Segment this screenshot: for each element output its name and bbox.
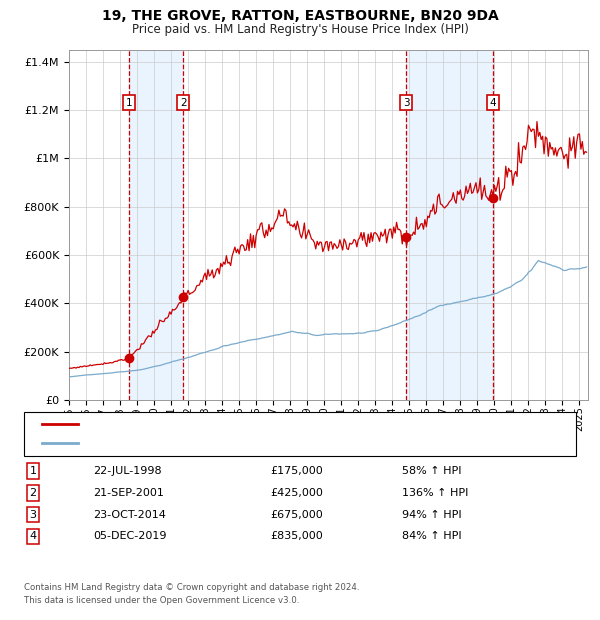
Text: Price paid vs. HM Land Registry's House Price Index (HPI): Price paid vs. HM Land Registry's House … [131,23,469,36]
Text: Contains HM Land Registry data © Crown copyright and database right 2024.: Contains HM Land Registry data © Crown c… [24,583,359,592]
Text: HPI: Average price, detached house, Eastbourne: HPI: Average price, detached house, East… [84,438,336,448]
Text: 3: 3 [29,510,37,520]
Text: 22-JUL-1998: 22-JUL-1998 [93,466,161,476]
Text: £175,000: £175,000 [270,466,323,476]
Text: 4: 4 [490,98,496,108]
Text: 23-OCT-2014: 23-OCT-2014 [93,510,166,520]
Text: 19, THE GROVE, RATTON, EASTBOURNE, BN20 9DA (detached house): 19, THE GROVE, RATTON, EASTBOURNE, BN20 … [84,419,445,429]
Bar [130,50,184,400]
Text: This data is licensed under the Open Government Licence v3.0.: This data is licensed under the Open Gov… [24,596,299,604]
Text: 94% ↑ HPI: 94% ↑ HPI [402,510,461,520]
Text: 58% ↑ HPI: 58% ↑ HPI [402,466,461,476]
Text: 1: 1 [126,98,133,108]
Text: 136% ↑ HPI: 136% ↑ HPI [402,488,469,498]
Text: 3: 3 [403,98,409,108]
Text: £425,000: £425,000 [270,488,323,498]
Text: 4: 4 [29,531,37,541]
Text: 2: 2 [180,98,187,108]
Text: £835,000: £835,000 [270,531,323,541]
Text: 2: 2 [29,488,37,498]
Text: 05-DEC-2019: 05-DEC-2019 [93,531,167,541]
Text: 84% ↑ HPI: 84% ↑ HPI [402,531,461,541]
Text: 1: 1 [29,466,37,476]
Text: 21-SEP-2001: 21-SEP-2001 [93,488,164,498]
Bar [406,50,493,400]
Text: 19, THE GROVE, RATTON, EASTBOURNE, BN20 9DA: 19, THE GROVE, RATTON, EASTBOURNE, BN20 … [101,9,499,24]
Text: £675,000: £675,000 [270,510,323,520]
